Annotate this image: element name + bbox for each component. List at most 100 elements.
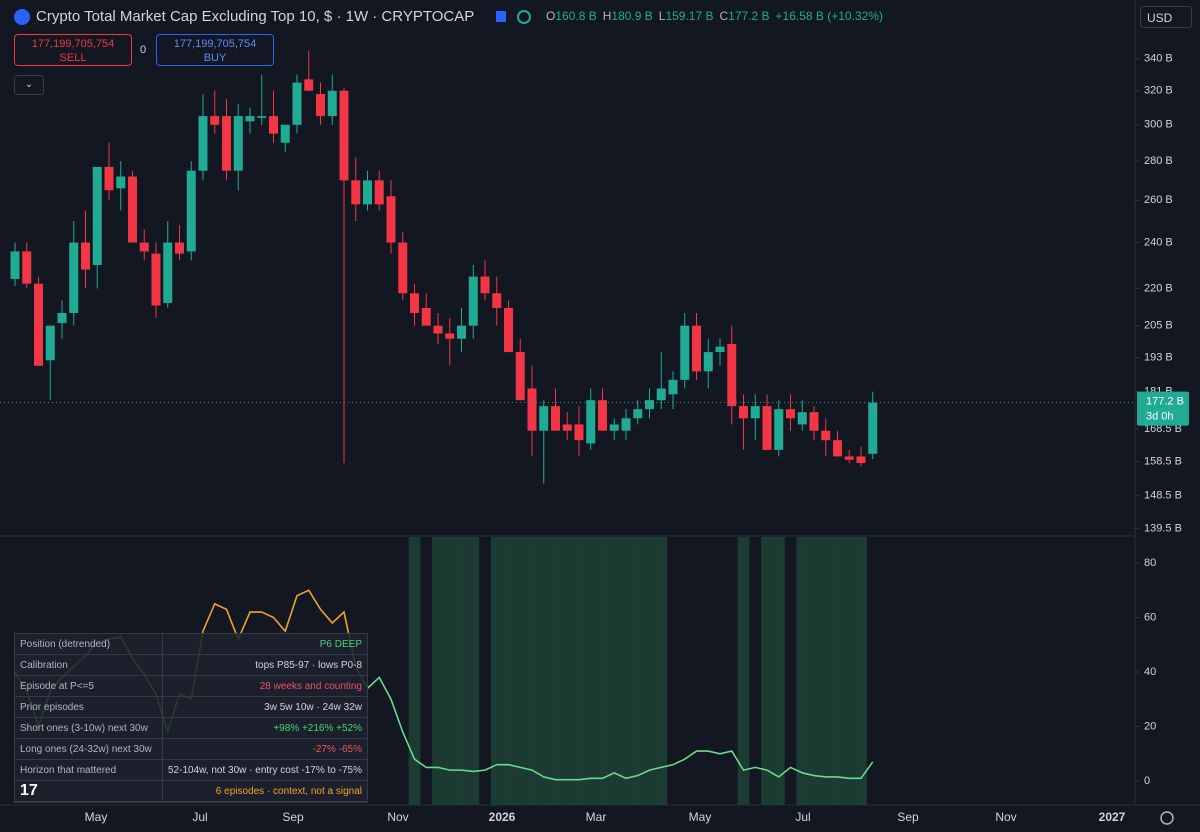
candle-body: [22, 251, 32, 284]
shade-band: [761, 537, 773, 805]
candle-body: [351, 180, 361, 205]
sell-price: 177,199,705,754: [31, 38, 115, 50]
shade-band: [537, 537, 550, 805]
candle-body: [774, 409, 784, 450]
candle-body: [551, 406, 560, 431]
candle-body: [433, 325, 443, 334]
row-value: 6 episodes · context, not a signal: [215, 785, 362, 797]
row-value: 28 weeks and counting: [259, 680, 362, 692]
y-tick-label: 148.5 B: [1144, 490, 1182, 502]
flag[interactable]: [496, 11, 506, 22]
candle-body: [421, 307, 431, 326]
candle-body: [574, 424, 584, 441]
shade-band: [596, 537, 609, 805]
buy-label: BUY: [203, 52, 227, 64]
candle-body: [621, 418, 631, 431]
candle-body: [515, 352, 525, 401]
candle-body: [680, 325, 690, 380]
y-tick-label: 260 B: [1144, 194, 1173, 206]
shade-band: [631, 537, 644, 805]
y-tick-label: 20: [1144, 720, 1156, 732]
candle-body: [609, 424, 619, 431]
candle-body: [598, 400, 607, 431]
candle-body: [586, 400, 596, 444]
candle-body: [656, 388, 666, 401]
candle-body: [739, 406, 748, 419]
candle-body: [269, 116, 278, 134]
candle-body: [222, 116, 231, 171]
shade-band: [443, 537, 456, 805]
collapse-button[interactable]: ⌄: [14, 75, 44, 95]
x-tick-label: Sep: [897, 810, 919, 824]
y-tick-label: 139.5 B: [1144, 523, 1182, 535]
candle-body: [539, 406, 549, 431]
candle-body: [468, 276, 478, 326]
oscillator-line: [190, 589, 357, 700]
table-row: 17 6 episodes · context, not a signal: [15, 781, 367, 802]
candle-body: [339, 90, 349, 181]
sell-label: SELL: [59, 52, 87, 64]
ohlc-value: 159.17 B: [665, 9, 713, 23]
candle-body: [492, 293, 502, 308]
sell-button[interactable]: 177,199,705,754 SELL: [14, 34, 132, 66]
candle-body: [163, 242, 173, 304]
y-tick-label: 80: [1144, 557, 1156, 569]
candle-body: [457, 325, 466, 339]
candle-body: [81, 242, 90, 270]
last-price-box: [1137, 391, 1189, 426]
table-row: Prior episodes 3w 5w 10w · 24w 32w: [15, 697, 367, 718]
currency-selector[interactable]: USD: [1140, 6, 1192, 28]
candle-body: [410, 293, 419, 313]
candle-body: [92, 166, 102, 265]
candle-body: [186, 170, 196, 252]
table-row: Short ones (3-10w) next 30w +98% +216% +5…: [15, 718, 367, 739]
buy-button[interactable]: 177,199,705,754 BUY: [156, 34, 274, 66]
row-value: tops P85-97 · lows P0-8: [255, 659, 362, 671]
shade-band: [737, 537, 750, 805]
shade-band: [843, 537, 856, 805]
candle-body: [198, 116, 208, 171]
candle-body: [668, 379, 678, 395]
candle-body: [245, 116, 255, 122]
shade-band: [608, 537, 621, 805]
ohlc-key: C: [720, 9, 729, 23]
row-value: 52-104w, not 30w · entry cost -17% to -7…: [168, 764, 362, 776]
y-tick-label: 220 B: [1144, 282, 1173, 294]
candle-body: [45, 325, 55, 361]
spread: 0: [140, 44, 147, 56]
candle-body: [633, 409, 643, 419]
y-tick-label: 60: [1144, 611, 1156, 623]
shade-band: [514, 537, 527, 805]
candle-body: [504, 307, 513, 353]
countdown: 3d 0h: [1146, 410, 1174, 422]
candle-body: [374, 180, 384, 205]
candle-body: [821, 430, 831, 441]
candle-body: [480, 276, 490, 294]
shade-band: [455, 537, 468, 805]
row-label: Episode at P<=5: [15, 676, 163, 696]
x-tick-label: Sep: [282, 810, 304, 824]
candle-body: [116, 176, 126, 189]
row-label: Position (detrended): [15, 634, 163, 654]
y-tick-label: 168.5 B: [1144, 423, 1182, 435]
candle-body: [715, 346, 725, 353]
candle-body: [645, 400, 654, 410]
x-tick-label: 2027: [1099, 810, 1126, 824]
ohlc-value: 160.8 B: [555, 9, 596, 23]
candle-body: [386, 196, 396, 243]
candle-body: [128, 176, 137, 243]
y-tick-label: 280 B: [1144, 155, 1173, 167]
y-tick-label: 240 B: [1144, 236, 1173, 248]
candle-body: [727, 344, 737, 407]
last-price-label: 177.2 B: [1146, 395, 1184, 407]
shade-band: [819, 537, 832, 805]
row-value: -27% -65%: [312, 743, 362, 755]
buy-price: 177,199,705,754: [173, 38, 257, 50]
shade-band: [490, 537, 503, 805]
candle-body: [104, 166, 114, 191]
candle-body: [562, 424, 572, 431]
candle-body: [233, 116, 243, 171]
table-row: Episode at P<=5 28 weeks and counting: [15, 676, 367, 697]
row-label: Short ones (3-10w) next 30w: [15, 718, 163, 738]
row-label: Calibration: [15, 655, 163, 675]
